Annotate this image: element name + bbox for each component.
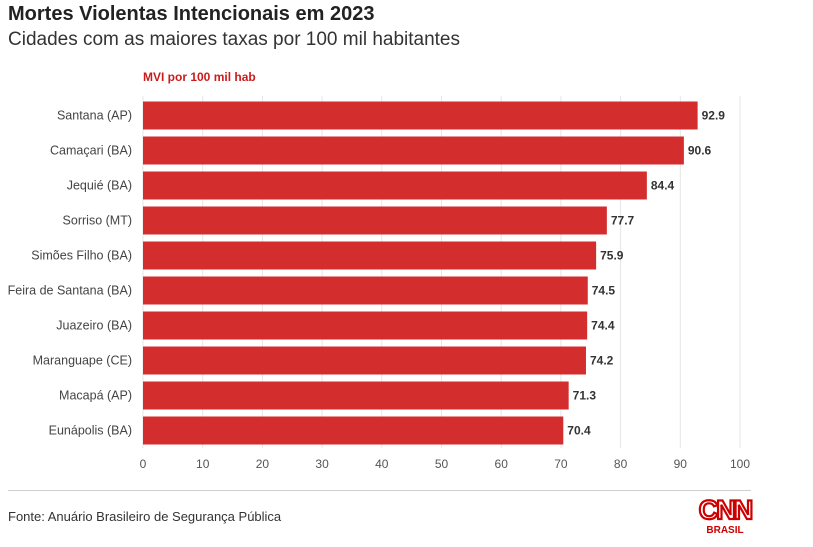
bar [143,311,588,340]
category-label: Sorriso (MT) [63,214,132,228]
cnn-brasil-logo: CNN BRASIL [698,494,755,536]
category-label: Camaçari (BA) [50,144,132,158]
bar [143,171,647,200]
bar [143,206,607,235]
category-label: Macapá (AP) [59,389,132,403]
data-label: 77.7 [611,214,635,228]
x-tick-label: 60 [495,457,509,471]
category-label: Jequié (BA) [67,179,132,193]
data-label: 90.6 [688,144,712,158]
logo-wordmark: CNN [699,495,752,525]
x-tick-label: 40 [375,457,389,471]
data-label: 70.4 [567,424,591,438]
bar [143,241,597,270]
x-tick-label: 0 [140,457,147,471]
data-label: 71.3 [573,389,597,403]
x-tick-label: 100 [730,457,750,471]
bar [143,276,588,305]
data-label: 75.9 [600,249,624,263]
series-label: MVI por 100 mil hab [143,70,256,84]
chart-title: Mortes Violentas Intencionais em 2023 [8,3,375,25]
chart-subtitle: Cidades com as maiores taxas por 100 mil… [8,29,461,50]
bar [143,381,569,410]
data-label: 74.4 [591,319,615,333]
logo-subtext: BRASIL [706,525,743,536]
x-tick-label: 70 [554,457,568,471]
category-label: Eunápolis (BA) [49,424,132,438]
bar-chart: 0 10 20 30 40 50 60 70 80 90 100 Santana (AP) 92.9 Ca… [8,96,750,471]
category-label: Maranguape (CE) [33,354,132,368]
category-label: Juazeiro (BA) [56,319,132,333]
data-label: 92.9 [702,109,726,123]
data-label: 74.2 [590,354,614,368]
x-tick-label: 80 [614,457,628,471]
category-label: Santana (AP) [57,109,132,123]
x-tick-label: 10 [196,457,210,471]
bar [143,136,684,165]
data-label: 74.5 [592,284,616,298]
x-tick-label: 90 [674,457,688,471]
x-tick-label: 20 [256,457,270,471]
category-label: Feira de Santana (BA) [8,284,132,298]
data-label: 84.4 [651,179,675,193]
bar [143,101,698,130]
footer-divider [8,490,751,491]
bar [143,416,564,445]
x-tick-label: 50 [435,457,449,471]
source-note: Fonte: Anuário Brasileiro de Segurança P… [8,509,282,524]
category-label: Simões Filho (BA) [31,249,132,263]
x-tick-label: 30 [315,457,329,471]
bar [143,346,586,375]
